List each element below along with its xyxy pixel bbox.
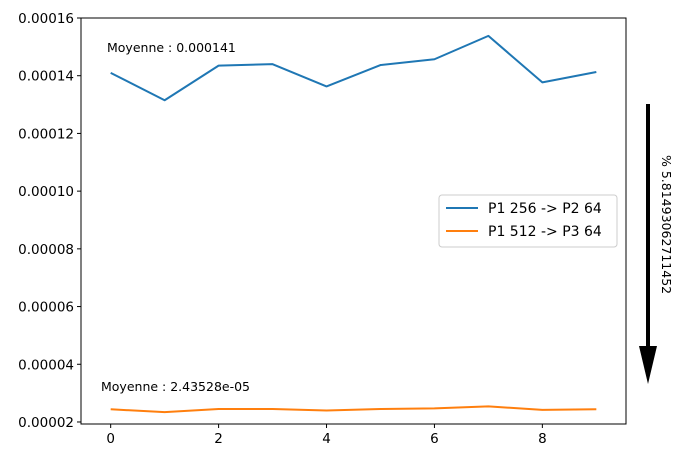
side-percent-label: % 5.81493062711452 [659,155,674,294]
mean-annotation-series-2: Moyenne : 2.43528e-05 [101,379,250,394]
y-tick-label: 0.00008 [18,242,74,258]
x-tick-label: 2 [214,431,223,447]
series-line-1 [110,34,597,102]
y-tick-label: 0.00010 [18,184,74,200]
y-tick-label: 0.00006 [18,300,74,316]
x-tick-label: 0 [106,431,115,447]
y-tick-label: 0.00016 [18,11,74,27]
series-layer [110,34,597,414]
x-tick-label: 4 [322,431,331,447]
x-tick-label: 6 [430,431,439,447]
y-tick-label: 0.00002 [18,415,74,431]
y-tick-label: 0.00012 [18,126,74,142]
down-arrow [639,104,657,384]
plot-frame [80,17,627,425]
y-axis: 0.00002 0.00004 0.00006 0.00008 0.00010 0.000… [18,11,81,431]
legend-label-series-1: P1 256 -> P2 64 [488,201,602,217]
y-tick-label: 0.00004 [18,357,74,373]
arrow-head [639,346,657,384]
x-axis: 0 2 4 6 8 [106,424,547,447]
legend-box [438,194,618,248]
y-tick-label: 0.00014 [18,69,74,85]
x-tick-label: 8 [538,431,547,447]
legend-label-series-2: P1 512 -> P3 64 [488,224,602,240]
series-line-2 [110,405,597,414]
mean-annotation-series-1: Moyenne : 0.000141 [107,40,236,55]
legend: P1 256 -> P2 64 P1 512 -> P3 64 [438,194,618,248]
